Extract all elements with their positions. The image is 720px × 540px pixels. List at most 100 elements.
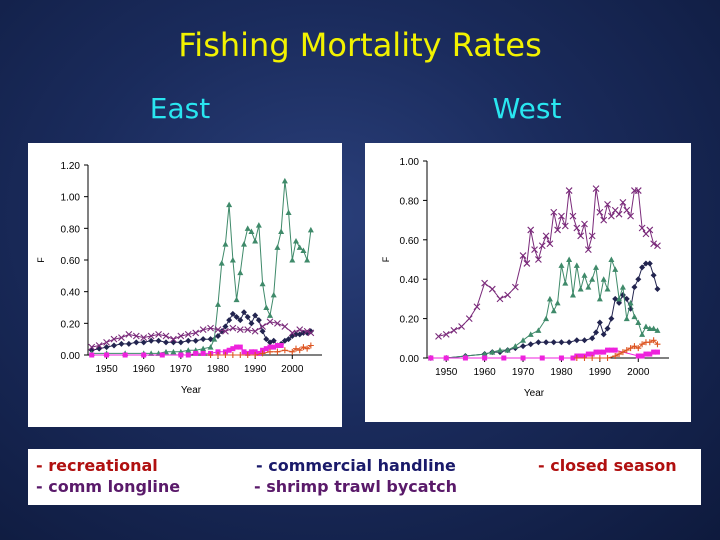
west-point-commercial-handline [573, 224, 581, 232]
west-point-shrimp-trawl-bycatch [639, 353, 645, 359]
west-point-comm-longline [635, 319, 642, 326]
east-point-commercial-handline [110, 335, 118, 343]
east-point-shrimp-trawl-bycatch [278, 343, 284, 348]
east-point-comm-longline [296, 244, 303, 250]
west-point-commercial-handline [473, 303, 481, 311]
west-point-closed-season [654, 341, 661, 348]
east-point-commercial-handline [288, 329, 296, 337]
west-point-commercial-handline [458, 323, 465, 330]
west-point-commercial-handline [596, 208, 604, 216]
east-point-commercial-handline [296, 326, 304, 334]
west-point-commercial-handline [615, 210, 623, 218]
west-point-closed-season [619, 349, 626, 356]
east-point-comm-longline [293, 238, 299, 244]
west-point-comm-longline [535, 327, 542, 333]
west-y-tick-label: 0.80 [400, 196, 420, 207]
east-point-shrimp-trawl-bycatch [226, 347, 232, 353]
west-point-closed-season [596, 355, 603, 361]
west-point-commercial-handline [535, 256, 542, 263]
east-point-comm-longline [304, 257, 311, 263]
east-point-recreational [215, 333, 221, 339]
east-point-recreational [148, 337, 155, 344]
west-point-closed-season [581, 355, 588, 361]
west-point-commercial-handline [435, 332, 442, 340]
west-point-recreational [646, 260, 653, 267]
west-point-comm-longline [631, 313, 638, 320]
east-point-comm-longline [274, 244, 281, 250]
east-point-commercial-handline [177, 332, 185, 340]
west-point-recreational [581, 337, 588, 344]
east-x-tick-label: 1970 [170, 364, 193, 375]
west-point-recreational [654, 286, 661, 293]
east-point-commercial-handline [236, 326, 244, 334]
east-point-recreational [229, 310, 236, 317]
east-point-recreational [177, 339, 184, 346]
east-point-comm-longline [241, 241, 247, 247]
east-point-closed-season [222, 352, 229, 358]
legend-closed-season: - closed season [538, 456, 677, 475]
west-point-commercial-handline [538, 242, 546, 250]
west-point-recreational [608, 315, 615, 322]
legend: - recreational - comm longline - commerc… [28, 449, 701, 505]
west-point-shrimp-trawl-bycatch [612, 347, 618, 353]
east-point-commercial-handline [251, 327, 259, 335]
west-point-recreational [593, 329, 600, 336]
east-point-commercial-handline [274, 319, 281, 327]
west-point-recreational [573, 337, 580, 344]
west-y-tick-label: 0.60 [400, 236, 420, 247]
west-point-commercial-handline [519, 252, 527, 259]
east-point-recreational [252, 312, 259, 319]
west-point-shrimp-trawl-bycatch [605, 347, 611, 353]
west-point-comm-longline [481, 351, 488, 357]
west-point-comm-longline [585, 284, 592, 290]
west-point-commercial-handline [442, 330, 450, 338]
west-point-shrimp-trawl-bycatch [570, 355, 576, 361]
east-y-tick-label: 0.40 [61, 288, 81, 299]
east-point-comm-longline [289, 257, 296, 263]
west-point-commercial-handline [496, 295, 504, 303]
east-point-recreational [140, 339, 147, 346]
east-point-comm-longline [281, 177, 288, 184]
west-x-axis-title: Year [524, 388, 545, 399]
east-point-closed-season [281, 347, 288, 354]
west-x-tick-label: 1970 [512, 367, 535, 378]
west-point-commercial-handline [465, 315, 473, 322]
west-point-shrimp-trawl-bycatch [635, 353, 641, 359]
west-point-comm-longline [573, 262, 580, 268]
east-y-tick-label: 0.80 [61, 224, 81, 235]
east-point-recreational [170, 339, 177, 346]
east-point-recreational [133, 339, 140, 346]
west-point-commercial-handline [592, 185, 600, 192]
west-point-comm-longline [639, 331, 646, 337]
east-point-recreational [259, 328, 266, 335]
east-point-shrimp-trawl-bycatch [230, 346, 236, 352]
east-x-tick-label: 1960 [133, 364, 156, 375]
west-point-closed-season [604, 355, 611, 361]
west-point-comm-longline [581, 272, 588, 278]
east-point-commercial-handline [199, 326, 207, 334]
west-point-comm-longline [562, 280, 569, 286]
west-point-commercial-handline [565, 187, 573, 194]
west-point-commercial-handline [577, 232, 585, 240]
east-point-shrimp-trawl-bycatch [271, 344, 277, 350]
west-point-comm-longline [593, 264, 600, 270]
west-point-comm-longline [608, 256, 615, 262]
east-point-comm-longline [233, 296, 240, 303]
west-y-axis-title: F [381, 256, 391, 262]
west-point-recreational [639, 264, 646, 271]
west-x-tick-label: 1990 [589, 367, 612, 378]
west-point-recreational [623, 295, 630, 302]
west-point-recreational [635, 276, 642, 283]
east-point-commercial-handline [266, 318, 274, 326]
east-y-tick-label: 0.60 [61, 256, 81, 267]
west-point-commercial-handline [584, 246, 592, 254]
west-x-tick-label: 1960 [473, 367, 496, 378]
west-point-recreational [642, 260, 649, 267]
west-point-commercial-handline [523, 260, 531, 267]
east-point-commercial-handline [95, 342, 103, 349]
east-point-closed-season [274, 348, 281, 355]
east-point-shrimp-trawl-bycatch [267, 344, 273, 350]
west-point-commercial-handline [619, 198, 627, 206]
west-point-shrimp-trawl-bycatch [654, 349, 660, 355]
east-point-comm-longline [185, 347, 192, 353]
